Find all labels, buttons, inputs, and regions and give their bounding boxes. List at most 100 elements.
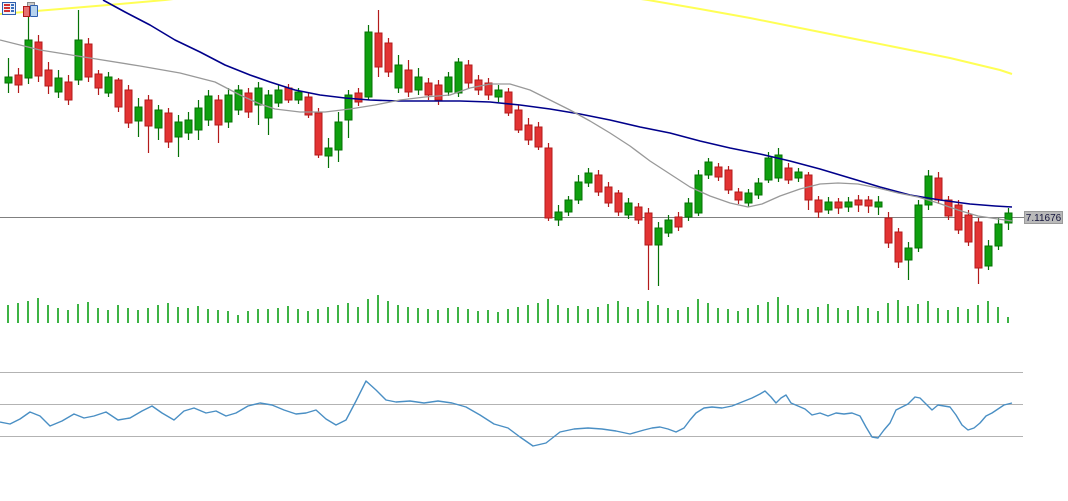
volume-bar <box>57 308 59 323</box>
volume-bar <box>207 309 209 323</box>
volume-bar <box>837 308 839 323</box>
candle-body <box>904 247 913 261</box>
volume-bar <box>717 308 719 323</box>
chart-type-icon-red-candle <box>23 6 30 17</box>
candle-body <box>44 69 53 87</box>
volume-bar <box>857 306 859 323</box>
volume-bar <box>507 309 509 323</box>
volume-bar <box>257 309 259 323</box>
volume-bar <box>377 295 379 323</box>
candle-body <box>744 192 753 204</box>
candle-body <box>324 147 333 157</box>
candle-body <box>954 204 963 231</box>
candle-body <box>594 174 603 193</box>
candle-body <box>274 89 283 104</box>
volume-bar <box>217 310 219 323</box>
volume-bar <box>817 307 819 323</box>
candle-body <box>974 221 983 269</box>
volume-bar <box>847 310 849 323</box>
quote-list-icon <box>2 2 16 15</box>
volume-bar <box>607 304 609 323</box>
candle-body <box>404 69 413 93</box>
volume-bar <box>27 301 29 323</box>
volume-bar <box>397 305 399 323</box>
volume-bar <box>7 305 9 323</box>
volume-bar <box>867 308 869 323</box>
candle-body <box>894 231 903 263</box>
volume-bar <box>567 308 569 323</box>
volume-bar <box>897 300 899 323</box>
volume-bar <box>137 310 139 323</box>
chart-type-button[interactable] <box>22 2 38 17</box>
volume-bar <box>917 304 919 323</box>
volume-bar <box>247 311 249 323</box>
candle-body <box>584 172 593 184</box>
volume-bar <box>627 307 629 323</box>
volume-bar <box>67 310 69 323</box>
candle-body <box>484 82 493 96</box>
volume-bar <box>777 297 779 323</box>
volume-bar <box>727 309 729 323</box>
ma-slow-yellow <box>0 0 1013 75</box>
candle-body <box>714 166 723 178</box>
candle-body <box>364 31 373 98</box>
volume-bar <box>357 307 359 323</box>
ma-mid-navy <box>102 0 1013 208</box>
volume-bar <box>327 307 329 323</box>
volume-bar <box>707 303 709 323</box>
volume-bar <box>277 308 279 323</box>
volume-bar <box>87 302 89 323</box>
candle-body <box>34 41 43 77</box>
volume-bar <box>197 306 199 323</box>
volume-bar <box>237 315 239 323</box>
volume-bar <box>907 306 909 323</box>
oscillator-gridlines <box>0 372 1023 437</box>
volume-bar <box>927 301 929 323</box>
candle-body <box>934 177 943 201</box>
volume-bar <box>147 308 149 323</box>
oscillator-line <box>0 380 1013 447</box>
candle-body <box>424 82 433 96</box>
candle-body <box>1004 212 1013 224</box>
volume-bar <box>527 305 529 323</box>
candle-body <box>554 211 563 221</box>
volume-bar <box>317 309 319 323</box>
volume-bar <box>437 310 439 323</box>
volume-bar <box>757 305 759 323</box>
candle-body <box>344 94 353 121</box>
candle-body <box>104 76 113 94</box>
quote-list-button[interactable] <box>2 2 17 16</box>
volume-bar <box>127 308 129 323</box>
candle-body <box>924 175 933 206</box>
candle-body <box>964 214 973 243</box>
volume-bar <box>457 307 459 323</box>
candle-body <box>24 39 33 79</box>
candle-body <box>334 121 343 151</box>
candle-body <box>664 219 673 234</box>
candle-body <box>844 201 853 208</box>
candle-body <box>254 87 263 106</box>
candle-body <box>194 107 203 131</box>
volume-bar <box>47 305 49 323</box>
volume-bar <box>517 307 519 323</box>
candle-body <box>64 81 73 101</box>
chart-type-icon-blue-candle <box>30 5 38 17</box>
candle-body <box>624 202 633 216</box>
candle-body <box>454 61 463 94</box>
volume-bar <box>937 308 939 323</box>
candle-body <box>994 223 1003 247</box>
chart-type-icon <box>22 2 38 17</box>
volume-bar <box>487 310 489 323</box>
candle-body <box>144 99 153 127</box>
volume-bar <box>157 305 159 323</box>
volume-bar <box>597 307 599 323</box>
candle-body <box>214 99 223 126</box>
candle-body <box>294 91 303 101</box>
candle-body <box>914 204 923 249</box>
volume-bar <box>267 309 269 323</box>
volume-bar <box>687 307 689 323</box>
volume-bar <box>347 303 349 323</box>
candle-body <box>614 192 623 213</box>
